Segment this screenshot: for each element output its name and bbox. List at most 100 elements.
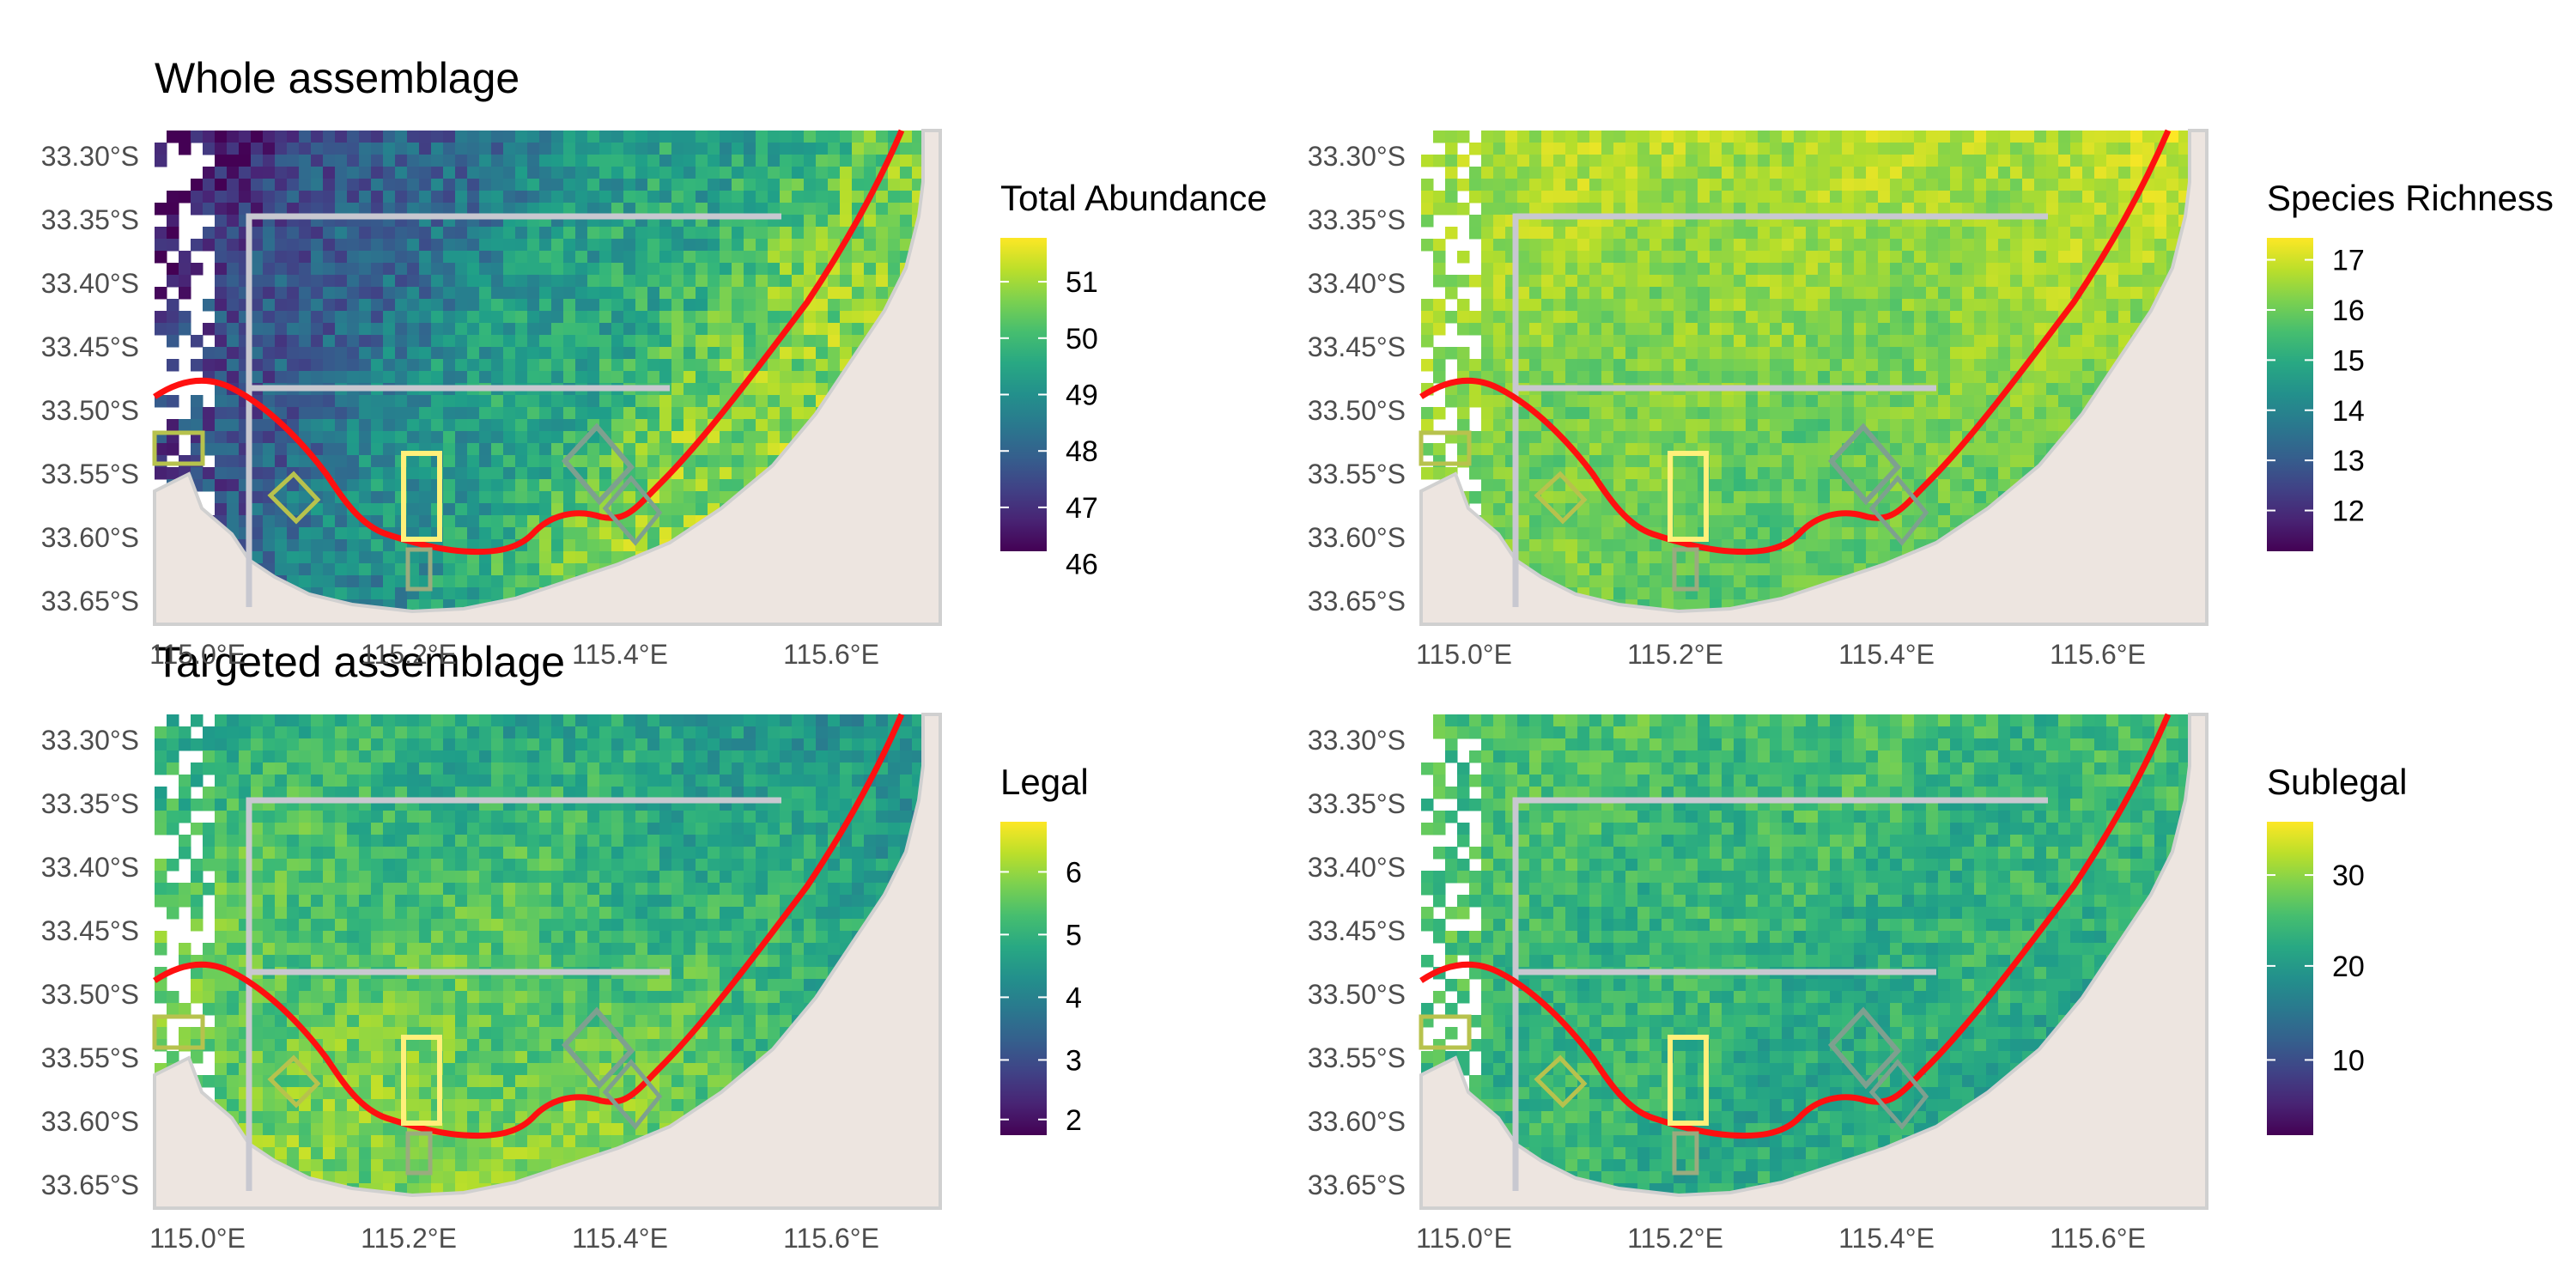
raster-cell: [647, 359, 660, 372]
raster-cell: [1553, 551, 1566, 564]
raster-cell: [1734, 359, 1747, 372]
raster-cell: [479, 227, 492, 240]
raster-cell: [539, 335, 552, 348]
raster-cell: [2010, 263, 2023, 276]
raster-cell: [756, 383, 769, 396]
raster-cell: [1758, 263, 1771, 276]
raster-cell: [1758, 455, 1771, 468]
raster-cell: [1962, 347, 1975, 360]
raster-cell: [2082, 143, 2095, 155]
raster-cell: [1890, 359, 1903, 372]
raster-cell: [2130, 227, 2143, 240]
raster-cell: [215, 299, 228, 312]
raster-cell: [587, 203, 600, 216]
raster-cell: [335, 275, 348, 288]
raster-cell: [1998, 467, 2011, 480]
raster-cell: [2094, 227, 2107, 240]
raster-cell: [2046, 311, 2059, 324]
raster-cell: [563, 251, 576, 264]
raster-cell: [1589, 503, 1602, 516]
raster-cell: [1589, 551, 1602, 564]
raster-cell: [768, 311, 781, 324]
raster-cell: [1830, 203, 1843, 216]
raster-cell: [359, 239, 372, 252]
raster-cell: [1445, 275, 1458, 288]
raster-cell: [2118, 311, 2131, 324]
raster-cell: [683, 227, 696, 240]
raster-cell: [1674, 395, 1686, 408]
raster-cell: [467, 155, 480, 167]
raster-cell: [1950, 503, 1963, 516]
raster-cell: [371, 515, 384, 528]
raster-cell: [1830, 131, 1843, 143]
raster-cell: [491, 395, 504, 408]
raster-cell: [491, 479, 504, 492]
raster-cell: [1926, 167, 1939, 179]
raster-cell: [155, 251, 167, 264]
raster-cell: [1890, 143, 1903, 155]
raster-cell: [515, 395, 528, 408]
raster-cell: [407, 143, 420, 155]
raster-cell: [299, 323, 312, 336]
raster-cell: [2130, 239, 2143, 252]
raster-cell: [756, 263, 769, 276]
raster-cell: [1722, 239, 1735, 252]
raster-cell: [671, 251, 684, 264]
raster-cell: [419, 323, 432, 336]
raster-cell: [1481, 239, 1494, 252]
raster-cell: [1818, 311, 1831, 324]
raster-cell: [1589, 323, 1602, 336]
raster-cell: [1950, 407, 1963, 420]
raster-cell: [2058, 371, 2071, 384]
raster-cell: [1613, 191, 1626, 204]
raster-cell: [1698, 155, 1710, 167]
raster-cell: [647, 251, 660, 264]
raster-cell: [1637, 191, 1650, 204]
raster-cell: [2034, 311, 2047, 324]
raster-cell: [335, 179, 348, 191]
raster-cell: [1601, 359, 1614, 372]
raster-cell: [1433, 131, 1446, 143]
raster-cell: [263, 299, 276, 312]
raster-cell: [275, 455, 288, 468]
raster-cell: [311, 227, 324, 240]
raster-cell: [2118, 191, 2131, 204]
raster-cell: [419, 335, 432, 348]
raster-cell: [527, 479, 540, 492]
raster-cell: [227, 215, 240, 228]
raster-cell: [311, 323, 324, 336]
raster-cell: [1974, 479, 1987, 492]
lat-tick-label: 33.40°S: [41, 268, 139, 299]
raster-cell: [299, 407, 312, 420]
raster-cell: [744, 155, 756, 167]
raster-cell: [708, 335, 720, 348]
raster-cell: [768, 191, 781, 204]
raster-cell: [1686, 455, 1698, 468]
raster-cell: [840, 311, 853, 324]
raster-cell: [623, 395, 636, 408]
raster-cell: [1722, 395, 1735, 408]
raster-cell: [323, 395, 336, 408]
raster-cell: [311, 311, 324, 324]
raster-cell: [1686, 467, 1698, 480]
raster-cell: [1662, 155, 1674, 167]
raster-cell: [1625, 191, 1638, 204]
raster-cell: [287, 395, 300, 408]
raster-cell: [215, 431, 228, 444]
raster-cell: [215, 155, 228, 167]
raster-cell: [1962, 299, 1975, 312]
raster-cell: [515, 575, 528, 588]
raster-cell: [683, 239, 696, 252]
raster-cell: [2094, 287, 2107, 300]
raster-cell: [1541, 443, 1554, 456]
raster-cell: [1662, 275, 1674, 288]
raster-cell: [2010, 155, 2023, 167]
raster-cell: [1698, 299, 1710, 312]
raster-cell: [599, 191, 612, 204]
raster-cell: [1806, 419, 1819, 432]
raster-cell: [515, 275, 528, 288]
raster-cell: [696, 371, 708, 384]
raster-cell: [1854, 287, 1867, 300]
raster-cell: [852, 155, 865, 167]
raster-cell: [1457, 443, 1470, 456]
